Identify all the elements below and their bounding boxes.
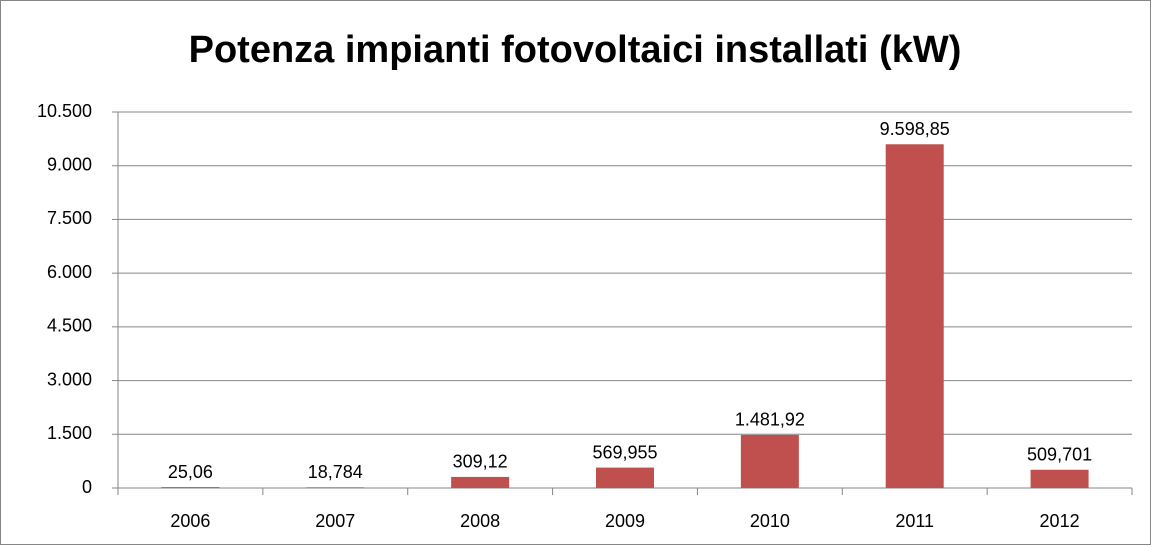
data-label: 18,784 — [308, 462, 363, 482]
y-tick-label: 9.000 — [47, 154, 92, 174]
y-tick-label: 3.000 — [47, 369, 92, 389]
y-tick-label: 4.500 — [47, 316, 92, 336]
data-label: 9.598,85 — [880, 119, 950, 139]
bar — [161, 487, 220, 488]
x-tick-label: 2009 — [605, 511, 645, 531]
x-tick-label: 2011 — [895, 511, 934, 531]
bar — [451, 476, 510, 488]
x-tick-label: 2006 — [170, 511, 210, 531]
x-tick-label: 2012 — [1040, 511, 1080, 531]
y-tick-label: 10.500 — [37, 101, 92, 121]
y-tick-label: 6.000 — [47, 262, 92, 282]
y-tick-label: 7.500 — [47, 208, 92, 228]
bar — [306, 487, 365, 488]
data-label: 309,12 — [453, 452, 508, 472]
x-tick-label: 2008 — [460, 511, 500, 531]
chart-title: Potenza impianti fotovoltaici installati… — [189, 29, 962, 71]
bar — [885, 144, 944, 488]
bar — [740, 434, 799, 488]
data-label: 569,955 — [592, 442, 657, 462]
y-tick-label: 0 — [82, 477, 92, 497]
x-tick-label: 2010 — [750, 511, 790, 531]
x-tick-label: 2007 — [315, 511, 355, 531]
y-tick-label: 1.500 — [47, 423, 92, 443]
data-label: 509,701 — [1027, 444, 1092, 464]
data-label: 25,06 — [168, 462, 213, 482]
bar — [1030, 469, 1089, 488]
data-label: 1.481,92 — [735, 410, 805, 430]
bar — [596, 467, 654, 488]
